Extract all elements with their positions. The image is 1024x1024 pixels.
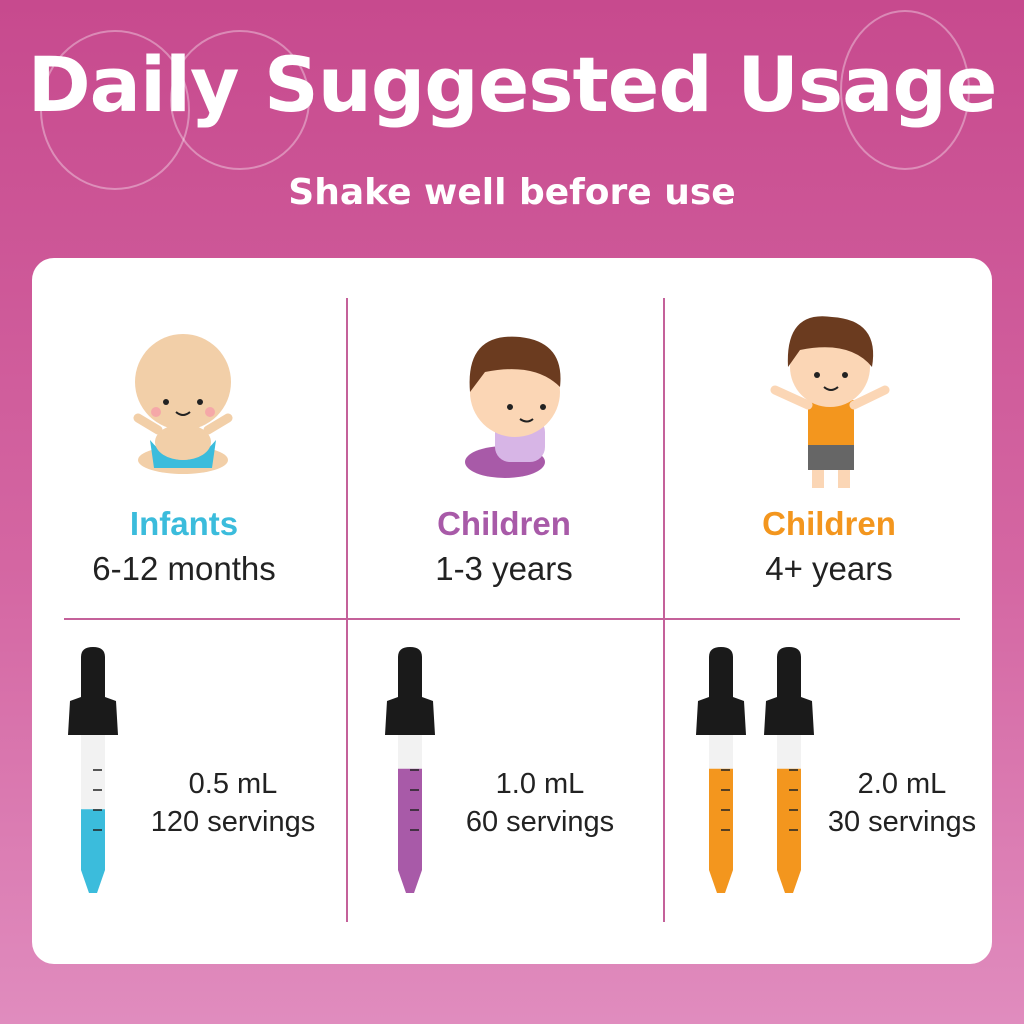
group-label-infants: Infants <box>129 505 239 542</box>
child-icon <box>770 316 890 488</box>
dose-infants: 0.5 mL 120 servings <box>133 765 333 841</box>
dropper-icon <box>385 647 435 893</box>
dropper-icon <box>764 647 814 893</box>
tomato-doodle <box>170 30 310 170</box>
row-divider <box>64 618 960 620</box>
baby-icon <box>133 334 233 474</box>
dose-amount: 0.5 mL <box>188 768 278 800</box>
toddler-icon <box>465 336 561 478</box>
dropper-fill <box>777 768 801 893</box>
dose-amount: 2.0 mL <box>857 768 947 800</box>
group-label-children-1-3: Children <box>437 505 571 542</box>
dose-children-4plus: 2.0 mL 30 servings <box>812 765 992 841</box>
age-range-children-1-3: 1-3 years <box>435 550 573 587</box>
dose-amount: 1.0 mL <box>495 768 585 800</box>
servings: 120 servings <box>150 806 316 838</box>
page-title: Daily Suggested Usage <box>27 40 998 129</box>
servings: 30 servings <box>827 806 977 838</box>
age-range-infants: 6-12 months <box>92 550 276 587</box>
column-divider <box>663 298 665 922</box>
dropper-icon <box>696 647 746 893</box>
dropper-fill <box>709 768 733 893</box>
dropper-icon <box>68 647 118 893</box>
vegetable-doodle <box>840 10 970 170</box>
group-label-children-4plus: Children <box>762 505 896 542</box>
servings: 60 servings <box>465 806 615 838</box>
dropper-fill <box>398 768 422 893</box>
page-subtitle: Shake well before use <box>288 172 736 213</box>
dropper-fill <box>81 809 105 893</box>
age-range-children-4plus: 4+ years <box>765 550 893 587</box>
dose-children-1-3: 1.0 mL 60 servings <box>440 765 640 841</box>
column-divider <box>346 298 348 922</box>
